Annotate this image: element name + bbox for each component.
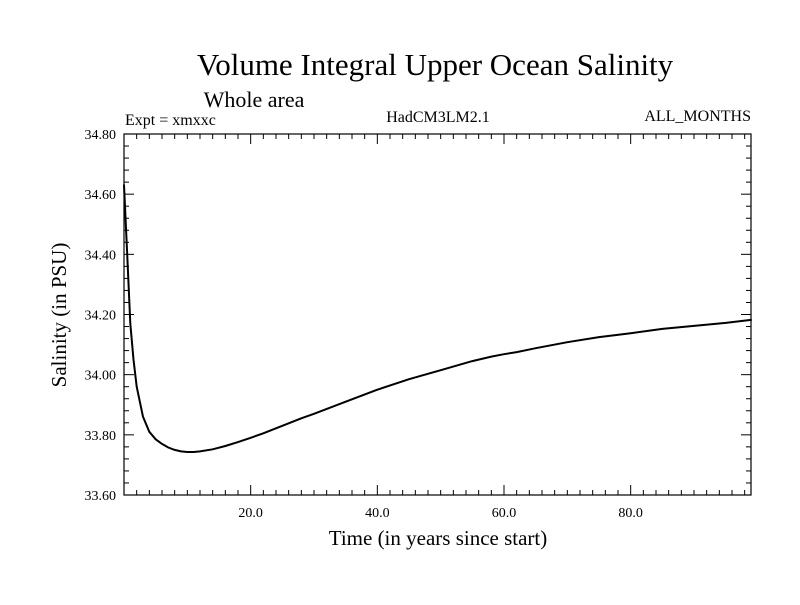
x-tick-label: 80.0 <box>618 506 643 521</box>
y-tick-label: 34.00 <box>85 369 117 384</box>
x-tick-label: 60.0 <box>492 506 517 521</box>
y-tick-label: 34.80 <box>85 128 117 143</box>
y-tick-labels: 33.60 33.80 34.00 34.20 34.40 34.60 34.80 <box>85 128 117 504</box>
months-label: ALL_MONTHS <box>644 108 751 125</box>
x-tick-label: 20.0 <box>238 506 263 521</box>
model-label: HadCM3LM2.1 <box>386 109 490 126</box>
experiment-label: Expt = xmxxc <box>125 112 216 129</box>
y-tick-label: 33.60 <box>85 489 117 504</box>
chart-title: Volume Integral Upper Ocean Salinity <box>197 47 674 82</box>
plot-frame <box>123 133 752 496</box>
y-tick-label: 34.40 <box>85 248 117 263</box>
y-tick-label: 34.60 <box>85 188 117 203</box>
x-tick-label: 40.0 <box>365 506 390 521</box>
y-tick-label: 33.80 <box>85 429 117 444</box>
chart-subtitle: Whole area <box>204 87 305 112</box>
salinity-series-line <box>123 184 752 453</box>
y-tick-label: 34.20 <box>85 309 117 324</box>
x-axis-label: Time (in years since start) <box>329 526 548 550</box>
y-axis-label: Salinity (in PSU) <box>47 243 71 388</box>
x-tick-labels: 20.0 40.0 60.0 80.0 <box>238 506 643 521</box>
axis-ticks <box>124 134 751 495</box>
